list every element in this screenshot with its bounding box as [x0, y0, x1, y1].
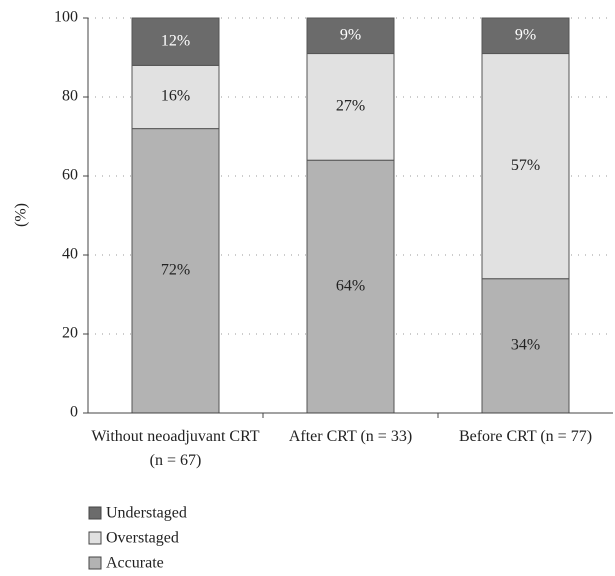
bar-segment: [131, 64, 220, 130]
legend-swatch: [88, 556, 102, 570]
bar-segment: [481, 53, 570, 280]
value-label: 9%: [515, 26, 536, 43]
x-tick-label: After CRT (n = 33): [288, 428, 413, 445]
bar-segment: [131, 17, 220, 66]
x-tick-label: Before CRT (n = 77): [458, 428, 593, 445]
value-label: 27%: [336, 98, 365, 115]
bar-segment: [481, 278, 570, 414]
bar-segment: [306, 17, 395, 55]
y-tick-label: 100: [54, 9, 78, 26]
y-tick-label: 40: [62, 246, 78, 263]
bar-segment: [481, 17, 570, 55]
value-label: 34%: [511, 337, 540, 354]
value-label: 12%: [161, 32, 190, 49]
legend-label: Understaged: [106, 505, 187, 522]
y-tick-label: 20: [62, 325, 78, 342]
y-tick-label: 0: [70, 404, 78, 421]
bar-segment: [306, 53, 395, 161]
value-label: 57%: [511, 157, 540, 174]
legend-swatch: [88, 506, 102, 520]
value-label: 16%: [161, 88, 190, 105]
legend-label: Accurate: [106, 555, 164, 572]
x-tick-label: Without neoadjuvant CRT (n = 67): [91, 428, 260, 469]
value-label: 9%: [340, 26, 361, 43]
y-tick-label: 80: [62, 88, 78, 105]
legend-label: Overstaged: [106, 530, 179, 547]
value-label: 64%: [336, 277, 365, 294]
legend-swatch: [88, 531, 102, 545]
y-axis-label: (%): [13, 203, 30, 227]
y-tick-label: 60: [62, 167, 78, 184]
value-label: 72%: [161, 261, 190, 278]
